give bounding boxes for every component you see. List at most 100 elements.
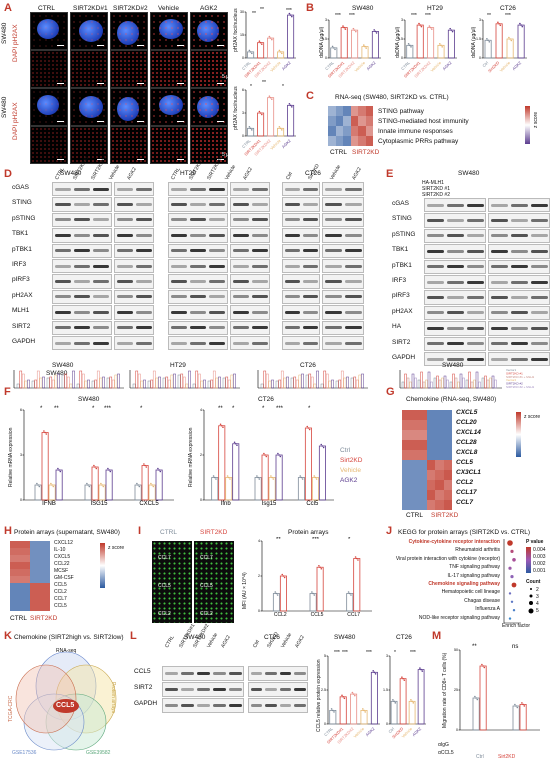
blot-band (116, 295, 133, 299)
array-label: CCL5 (200, 583, 213, 589)
gene-label: CCL7 (456, 499, 473, 506)
blot-band (93, 280, 110, 284)
bar (414, 377, 417, 389)
heatmap-cell (10, 562, 20, 569)
heatmap-cell (418, 480, 427, 490)
bar (489, 377, 492, 389)
data-point (234, 442, 237, 445)
lane-label: Vehicle (329, 164, 343, 181)
blot-band (170, 295, 187, 299)
nucleus (37, 95, 59, 115)
data-point (261, 113, 263, 116)
bar (265, 373, 269, 389)
protein-label: MLH1 (12, 307, 30, 315)
sig-mark: ** (262, 80, 266, 86)
scale-bar (97, 45, 104, 46)
blot-band (73, 341, 91, 345)
enrichment-dot (508, 617, 512, 620)
blot-strip (114, 289, 154, 305)
blot-strip (230, 212, 270, 228)
bar (350, 377, 354, 389)
data-point (159, 470, 162, 473)
heatmap-col: SIRT2KD (30, 615, 58, 622)
p-tick: 0.004 (533, 547, 546, 553)
heatmap-row: CXCL5 (54, 554, 71, 560)
heatmap-col: CTRL (406, 512, 423, 519)
scale-bar (217, 159, 224, 160)
blot-strip (230, 274, 270, 289)
bar (51, 379, 55, 389)
foci-overlay (111, 51, 147, 87)
blot-strip (322, 274, 364, 289)
blot-band (510, 342, 528, 346)
bar (31, 380, 35, 389)
blot-band (446, 203, 464, 207)
protein-label: TBK1 (12, 230, 29, 238)
bar (16, 383, 20, 389)
data-point (251, 129, 253, 131)
bar (446, 379, 449, 389)
bar (331, 379, 334, 389)
bar (297, 477, 305, 501)
bar (102, 376, 105, 389)
bar (257, 42, 265, 59)
tick-label: Vehicle (353, 60, 366, 73)
blot-band (189, 203, 207, 207)
data-point (419, 24, 421, 26)
heatmap-cell (40, 590, 50, 597)
sig-mark: * (92, 406, 95, 412)
sig-mark: * (262, 406, 265, 412)
blot-band (73, 295, 91, 299)
legend-entry: CTRL (160, 529, 177, 536)
heatmap-cell (20, 590, 30, 597)
bar (370, 671, 378, 725)
bar (48, 484, 56, 501)
blot-band (530, 249, 548, 253)
blot-band (209, 187, 226, 191)
blot-band (135, 264, 152, 268)
blot-strip (230, 320, 270, 335)
panel-label-k: K (4, 630, 12, 642)
blot-strip (282, 259, 320, 274)
microscopy-tile (150, 12, 188, 50)
blot-strip (322, 305, 364, 320)
lane-label: Vehicle (224, 164, 238, 181)
data-point (249, 51, 252, 53)
quant-title: SW480 (334, 634, 356, 641)
row-label: αIgG (438, 742, 449, 748)
heatmap-cell (40, 569, 50, 576)
blot-band (466, 311, 484, 315)
bar (210, 379, 214, 389)
heatmap-cell (410, 470, 419, 480)
blot-strip (282, 197, 320, 212)
bar (330, 47, 338, 59)
blot-strip (424, 228, 486, 244)
bar (66, 376, 70, 389)
blot-strip (322, 320, 364, 335)
data-point (321, 445, 324, 447)
blot-strip (248, 682, 308, 697)
blot-strip (488, 213, 550, 228)
foci-overlay (191, 89, 227, 125)
sig-mark: ** (218, 406, 223, 412)
bar (247, 51, 255, 59)
protein-label: SIRT2 (392, 338, 411, 346)
y-tick-label: 0 (401, 56, 403, 60)
heatmap-cell (418, 430, 427, 440)
panel-label-f: F (4, 386, 11, 398)
bar (280, 370, 284, 389)
blot-band (54, 280, 71, 284)
bar (263, 370, 267, 389)
blot-band (302, 264, 318, 268)
bar (346, 593, 354, 612)
sig-mark: *** (411, 13, 417, 19)
data-point (275, 592, 278, 595)
blot-strip (248, 666, 308, 681)
heatmap-cell (410, 410, 419, 420)
blot-band (209, 233, 226, 237)
heatmap-cell (40, 604, 50, 611)
heatmap-cell (435, 420, 444, 430)
heatmap-cell (365, 126, 373, 136)
bar (433, 377, 437, 389)
blot-band (490, 265, 508, 269)
